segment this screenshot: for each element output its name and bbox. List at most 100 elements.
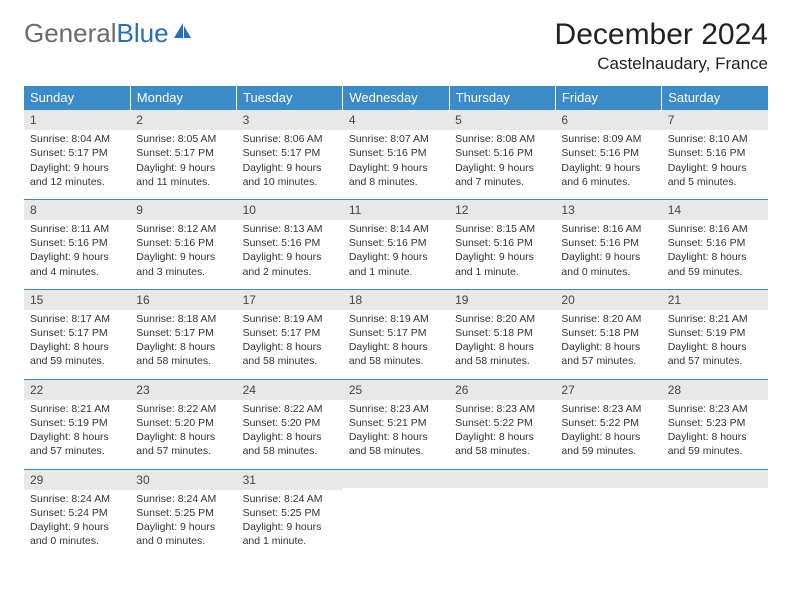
- calendar-cell: 24 Sunrise: 8:22 AMSunset: 5:20 PMDayligh…: [237, 379, 343, 469]
- day-number: 11: [343, 200, 449, 220]
- daylight-text: and 1 minute.: [349, 265, 443, 279]
- day-number: 23: [130, 380, 236, 400]
- sunset-text: Sunset: 5:17 PM: [30, 326, 124, 340]
- calendar-cell: 19Sunrise: 8:20 AMSunset: 5:18 PMDayligh…: [449, 289, 555, 379]
- daylight-text: Daylight: 8 hours: [349, 340, 443, 354]
- day-body: Sunrise: 8:10 AMSunset: 5:16 PMDaylight:…: [662, 130, 768, 199]
- daylight-text: and 58 minutes.: [136, 354, 230, 368]
- day-number: 14: [662, 200, 768, 220]
- day-number: 12: [449, 200, 555, 220]
- daylight-text: Daylight: 8 hours: [455, 430, 549, 444]
- calendar-cell: 18Sunrise: 8:19 AMSunset: 5:17 PMDayligh…: [343, 289, 449, 379]
- day-number: 3: [237, 110, 343, 130]
- day-number-empty: [343, 470, 449, 488]
- day-body-empty: [343, 488, 449, 536]
- sunset-text: Sunset: 5:16 PM: [668, 146, 762, 160]
- calendar-cell: 23Sunrise: 8:22 AMSunset: 5:20 PMDayligh…: [130, 379, 236, 469]
- calendar-cell: 15Sunrise: 8:17 AMSunset: 5:17 PMDayligh…: [24, 289, 130, 379]
- calendar-cell: 22Sunrise: 8:21 AMSunset: 5:19 PMDayligh…: [24, 379, 130, 469]
- calendar-cell: 26Sunrise: 8:23 AMSunset: 5:22 PMDayligh…: [449, 379, 555, 469]
- calendar-row: 22Sunrise: 8:21 AMSunset: 5:19 PMDayligh…: [24, 379, 768, 469]
- day-body: Sunrise: 8:14 AMSunset: 5:16 PMDaylight:…: [343, 220, 449, 289]
- calendar-cell: 29Sunrise: 8:24 AMSunset: 5:24 PMDayligh…: [24, 469, 130, 558]
- sunset-text: Sunset: 5:17 PM: [136, 146, 230, 160]
- daylight-text: and 5 minutes.: [668, 175, 762, 189]
- sunset-text: Sunset: 5:22 PM: [455, 416, 549, 430]
- day-body-empty: [555, 488, 661, 536]
- daylight-text: Daylight: 9 hours: [455, 250, 549, 264]
- daylight-text: and 57 minutes.: [668, 354, 762, 368]
- day-number-empty: [449, 470, 555, 488]
- sunset-text: Sunset: 5:16 PM: [30, 236, 124, 250]
- calendar-cell: 4Sunrise: 8:07 AMSunset: 5:16 PMDaylight…: [343, 110, 449, 200]
- day-body: Sunrise: 8:05 AMSunset: 5:17 PMDaylight:…: [130, 130, 236, 199]
- header: GeneralBlue December 2024 Castelnaudary,…: [24, 18, 768, 74]
- calendar-table: Sunday Monday Tuesday Wednesday Thursday…: [24, 86, 768, 558]
- daylight-text: and 11 minutes.: [136, 175, 230, 189]
- daylight-text: Daylight: 8 hours: [668, 250, 762, 264]
- day-number: 9: [130, 200, 236, 220]
- logo-text-2: Blue: [117, 18, 169, 49]
- day-number: 27: [555, 380, 661, 400]
- daylight-text: Daylight: 8 hours: [561, 340, 655, 354]
- sunset-text: Sunset: 5:20 PM: [243, 416, 337, 430]
- calendar-cell: 27Sunrise: 8:23 AMSunset: 5:22 PMDayligh…: [555, 379, 661, 469]
- daylight-text: and 58 minutes.: [243, 354, 337, 368]
- logo: GeneralBlue: [24, 18, 193, 49]
- calendar-cell: 5Sunrise: 8:08 AMSunset: 5:16 PMDaylight…: [449, 110, 555, 200]
- sunrise-text: Sunrise: 8:24 AM: [30, 492, 124, 506]
- day-body: Sunrise: 8:11 AMSunset: 5:16 PMDaylight:…: [24, 220, 130, 289]
- day-body: Sunrise: 8:23 AMSunset: 5:23 PMDaylight:…: [662, 400, 768, 469]
- day-number-empty: [662, 470, 768, 488]
- calendar-cell: 17Sunrise: 8:19 AMSunset: 5:17 PMDayligh…: [237, 289, 343, 379]
- day-header: Tuesday: [237, 86, 343, 110]
- sunrise-text: Sunrise: 8:12 AM: [136, 222, 230, 236]
- day-number: 21: [662, 290, 768, 310]
- daylight-text: and 7 minutes.: [455, 175, 549, 189]
- day-number: 8: [24, 200, 130, 220]
- daylight-text: and 0 minutes.: [136, 534, 230, 548]
- daylight-text: Daylight: 9 hours: [30, 520, 124, 534]
- sunrise-text: Sunrise: 8:13 AM: [243, 222, 337, 236]
- sunrise-text: Sunrise: 8:06 AM: [243, 132, 337, 146]
- day-number: 24: [237, 380, 343, 400]
- sunrise-text: Sunrise: 8:14 AM: [349, 222, 443, 236]
- day-body: Sunrise: 8:20 AMSunset: 5:18 PMDaylight:…: [449, 310, 555, 379]
- daylight-text: and 59 minutes.: [668, 444, 762, 458]
- daylight-text: Daylight: 8 hours: [243, 430, 337, 444]
- calendar-cell: 2Sunrise: 8:05 AMSunset: 5:17 PMDaylight…: [130, 110, 236, 200]
- day-number: 2: [130, 110, 236, 130]
- sunset-text: Sunset: 5:17 PM: [243, 326, 337, 340]
- daylight-text: Daylight: 9 hours: [243, 520, 337, 534]
- sunrise-text: Sunrise: 8:15 AM: [455, 222, 549, 236]
- day-body-empty: [662, 488, 768, 536]
- daylight-text: and 6 minutes.: [561, 175, 655, 189]
- sunset-text: Sunset: 5:21 PM: [349, 416, 443, 430]
- day-number: 6: [555, 110, 661, 130]
- sunrise-text: Sunrise: 8:16 AM: [668, 222, 762, 236]
- daylight-text: and 59 minutes.: [668, 265, 762, 279]
- daylight-text: Daylight: 8 hours: [668, 340, 762, 354]
- daylight-text: and 8 minutes.: [349, 175, 443, 189]
- daylight-text: and 57 minutes.: [30, 444, 124, 458]
- daylight-text: Daylight: 8 hours: [136, 430, 230, 444]
- calendar-cell: 20Sunrise: 8:20 AMSunset: 5:18 PMDayligh…: [555, 289, 661, 379]
- sunrise-text: Sunrise: 8:20 AM: [561, 312, 655, 326]
- day-header: Saturday: [662, 86, 768, 110]
- day-body: Sunrise: 8:09 AMSunset: 5:16 PMDaylight:…: [555, 130, 661, 199]
- daylight-text: and 3 minutes.: [136, 265, 230, 279]
- daylight-text: and 59 minutes.: [30, 354, 124, 368]
- sunrise-text: Sunrise: 8:07 AM: [349, 132, 443, 146]
- daylight-text: Daylight: 9 hours: [455, 161, 549, 175]
- sunrise-text: Sunrise: 8:16 AM: [561, 222, 655, 236]
- daylight-text: Daylight: 8 hours: [455, 340, 549, 354]
- sunrise-text: Sunrise: 8:22 AM: [243, 402, 337, 416]
- daylight-text: Daylight: 8 hours: [349, 430, 443, 444]
- sunset-text: Sunset: 5:17 PM: [349, 326, 443, 340]
- sunrise-text: Sunrise: 8:20 AM: [455, 312, 549, 326]
- sunrise-text: Sunrise: 8:23 AM: [349, 402, 443, 416]
- day-header: Sunday: [24, 86, 130, 110]
- calendar-cell: 14Sunrise: 8:16 AMSunset: 5:16 PMDayligh…: [662, 199, 768, 289]
- day-number: 19: [449, 290, 555, 310]
- sunset-text: Sunset: 5:23 PM: [668, 416, 762, 430]
